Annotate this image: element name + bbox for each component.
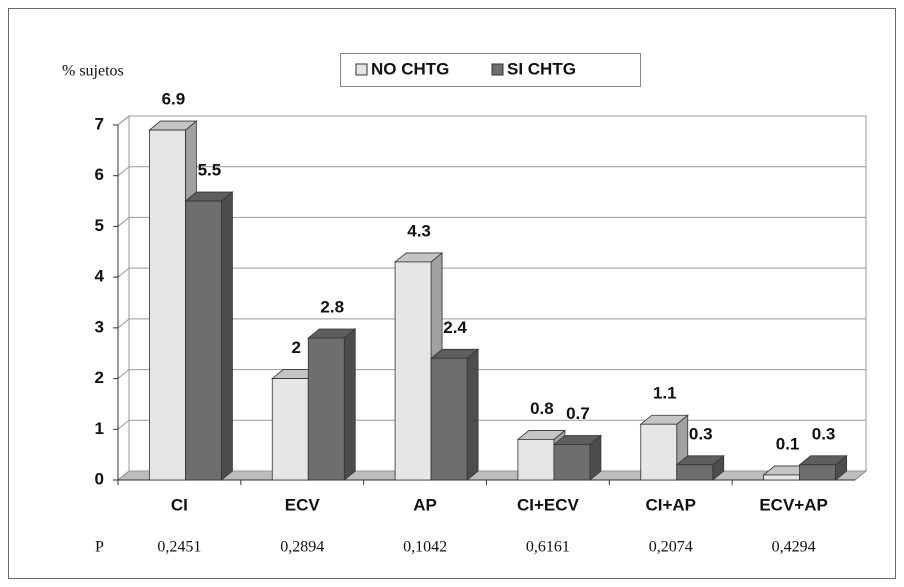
legend-swatch <box>491 63 504 76</box>
grid-line-side <box>117 267 130 278</box>
back-wall <box>128 115 867 472</box>
data-label: 0.3 <box>689 424 713 443</box>
p-value: 0,2894 <box>280 539 324 556</box>
data-label: 2.4 <box>443 318 467 337</box>
y-tick-label: 4 <box>95 267 105 286</box>
p-value: 0,2074 <box>649 539 693 556</box>
bar <box>553 444 591 481</box>
x-tick-label: AP <box>413 495 437 514</box>
data-label: 2 <box>292 338 301 357</box>
data-label: 4.3 <box>407 221 431 240</box>
y-tick-label: 1 <box>95 419 104 438</box>
grid-line-side <box>117 369 130 379</box>
x-tick-label: CI <box>171 495 188 514</box>
y-tick-label: 6 <box>95 165 104 184</box>
bar <box>430 357 468 481</box>
bar <box>676 464 714 481</box>
bar <box>307 337 345 481</box>
data-label: 0.7 <box>566 404 590 423</box>
data-label: 0.3 <box>812 424 836 443</box>
bar-side <box>343 328 356 481</box>
legend-box <box>340 53 641 87</box>
data-label: 2.8 <box>320 297 344 316</box>
y-tick-label: 2 <box>95 368 104 387</box>
data-label: 0.8 <box>530 399 554 418</box>
x-tick-label: ECV <box>285 495 321 514</box>
y-tick-label: 7 <box>95 114 104 133</box>
bar <box>271 378 309 481</box>
legend-label: SI CHTG <box>507 59 576 78</box>
grid-line-side <box>117 115 130 126</box>
y-tick-label: 3 <box>95 317 104 336</box>
p-value: 0,6161 <box>526 539 570 556</box>
bar-side <box>221 191 233 481</box>
data-label: 5.5 <box>198 161 222 180</box>
p-value: 0,1042 <box>403 539 447 556</box>
bar <box>517 439 555 481</box>
bar <box>185 200 222 481</box>
grid-line-side <box>117 318 130 329</box>
y-tick-label: 5 <box>95 216 104 235</box>
legend-label: NO CHTG <box>371 59 449 78</box>
data-label: 6.9 <box>162 90 186 109</box>
x-tick-label: ECV+AP <box>759 495 828 514</box>
grid-line-side <box>117 419 130 430</box>
x-tick-label: CI+AP <box>645 495 696 514</box>
p-value: 0,2451 <box>157 539 201 556</box>
bar <box>149 129 186 481</box>
data-label: 0.1 <box>776 434 800 453</box>
grid-line-side <box>117 217 130 227</box>
bar <box>640 423 678 481</box>
p-value: 0,4294 <box>772 539 816 556</box>
grid-line-side <box>117 166 130 177</box>
bar <box>763 474 800 481</box>
x-tick-label: CI+ECV <box>517 495 580 514</box>
y-axis-label: % sujetos <box>62 63 124 80</box>
y-tick-label: 0 <box>95 469 104 488</box>
bar <box>799 464 836 481</box>
data-label: 1.1 <box>653 384 677 403</box>
bar-side <box>466 348 479 481</box>
p-label: P <box>95 539 104 556</box>
grid-line-side <box>117 470 130 481</box>
bar <box>394 261 432 481</box>
legend-swatch <box>355 63 368 76</box>
